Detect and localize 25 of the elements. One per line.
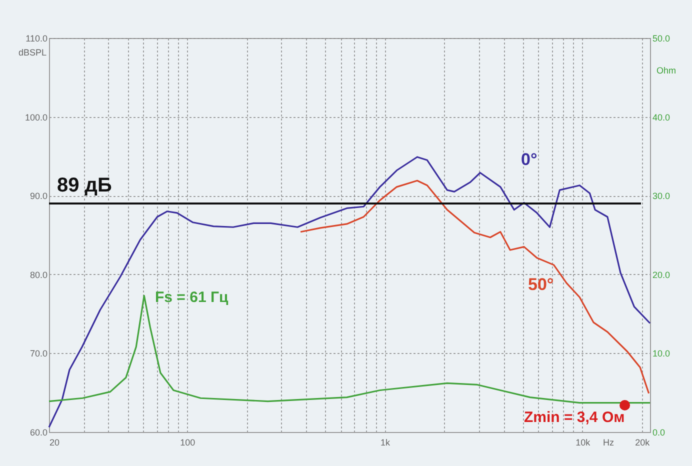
y-tick-label: 70.0 xyxy=(30,348,48,359)
y2-tick-label: 50.0 xyxy=(652,34,670,44)
ref-line-label: 89 дБ xyxy=(57,174,112,196)
x-tick-label: 20k xyxy=(635,438,650,448)
y2-tick-label: 0.0 xyxy=(652,428,666,438)
x-tick-label: 1k xyxy=(380,438,390,448)
x-tick-label: 20 xyxy=(50,438,60,448)
x-tick-label: 10k xyxy=(576,438,591,448)
annotation: Zmin = 3,4 Ом xyxy=(524,409,625,426)
y2-tick-label: 20.0 xyxy=(652,270,670,280)
y2-tick-label: 30.0 xyxy=(652,191,670,202)
series-label: 0° xyxy=(521,150,538,169)
y-tick-label: 60.0 xyxy=(30,428,48,438)
x-tick-label: 100 xyxy=(180,438,196,448)
y-tick-label: 80.0 xyxy=(30,270,48,280)
y2-tick-label: 10.0 xyxy=(652,348,670,359)
y-tick-label: 100.0 xyxy=(24,112,48,122)
y-axis-title: dBSPL xyxy=(18,48,46,58)
y-tick-label: 110.0 xyxy=(26,34,48,44)
series-label: 50° xyxy=(528,275,554,294)
y2-axis-title: Ohm xyxy=(656,66,676,76)
annotation: Fs = 61 Гц xyxy=(155,289,229,306)
y2-tick-label: 40.0 xyxy=(652,112,670,122)
x-axis-title: Hz xyxy=(603,438,614,448)
y-tick-label: 90.0 xyxy=(30,191,48,202)
